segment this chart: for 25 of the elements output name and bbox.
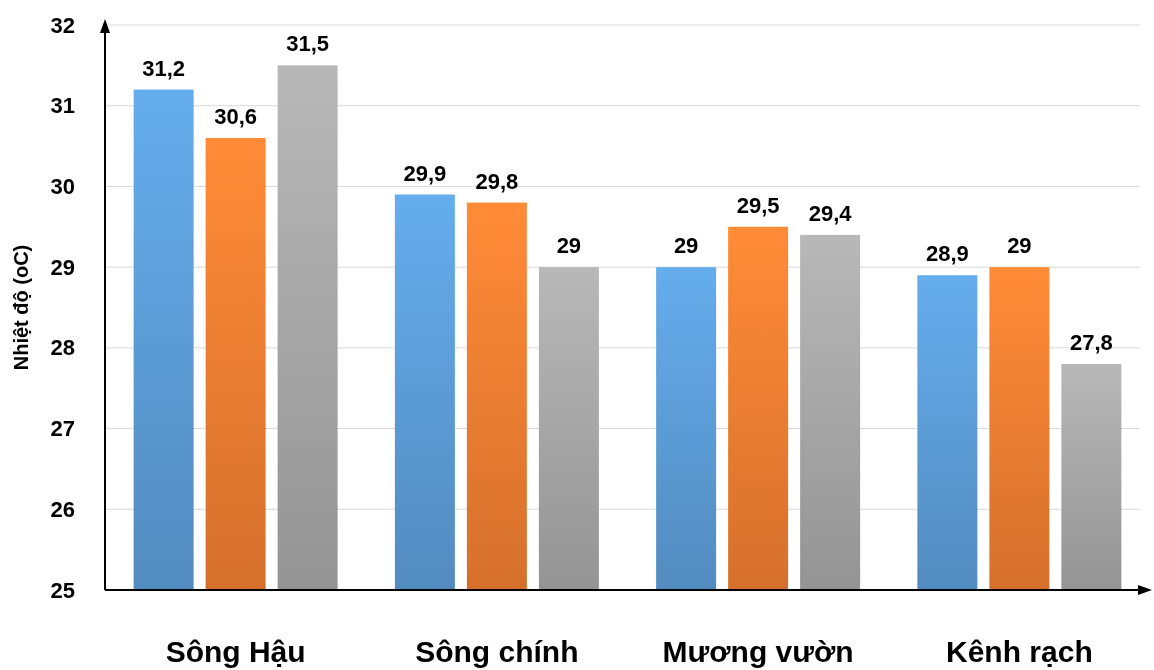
x-tick-label: Mương vườn (662, 635, 854, 668)
data-label: 29,8 (475, 168, 519, 194)
data-label: 29,5 (736, 192, 780, 218)
data-label: 29,4 (808, 200, 853, 226)
x-tick-label: Sông Hậu (165, 635, 306, 668)
y-tick-label: 26 (50, 496, 75, 522)
y-tick-label: 32 (50, 12, 75, 38)
y-tick-label: 29 (50, 254, 75, 280)
data-label: 27,8 (1069, 330, 1113, 355)
data-label: 29,9 (403, 160, 447, 186)
y-tick-label: 28 (50, 335, 75, 361)
x-tick-label: Kênh rạch (946, 635, 1093, 668)
y-tick-label: 27 (50, 416, 75, 442)
y-tick-label: 25 (50, 577, 75, 603)
data-label: 28,9 (925, 241, 969, 267)
x-tick-label: Sông chính (415, 635, 579, 668)
data-label: 29 (673, 233, 699, 259)
y-tick-label: 31 (50, 93, 75, 119)
data-label: 29 (1007, 233, 1032, 259)
data-label: 31,5 (286, 31, 330, 57)
data-label: 31,2 (142, 55, 186, 81)
data-label: 30,6 (214, 104, 258, 129)
data-label: 29 (556, 233, 582, 259)
y-tick-label: 30 (50, 173, 75, 199)
y-axis-title: Nhiệt độ (oC) (10, 244, 32, 371)
